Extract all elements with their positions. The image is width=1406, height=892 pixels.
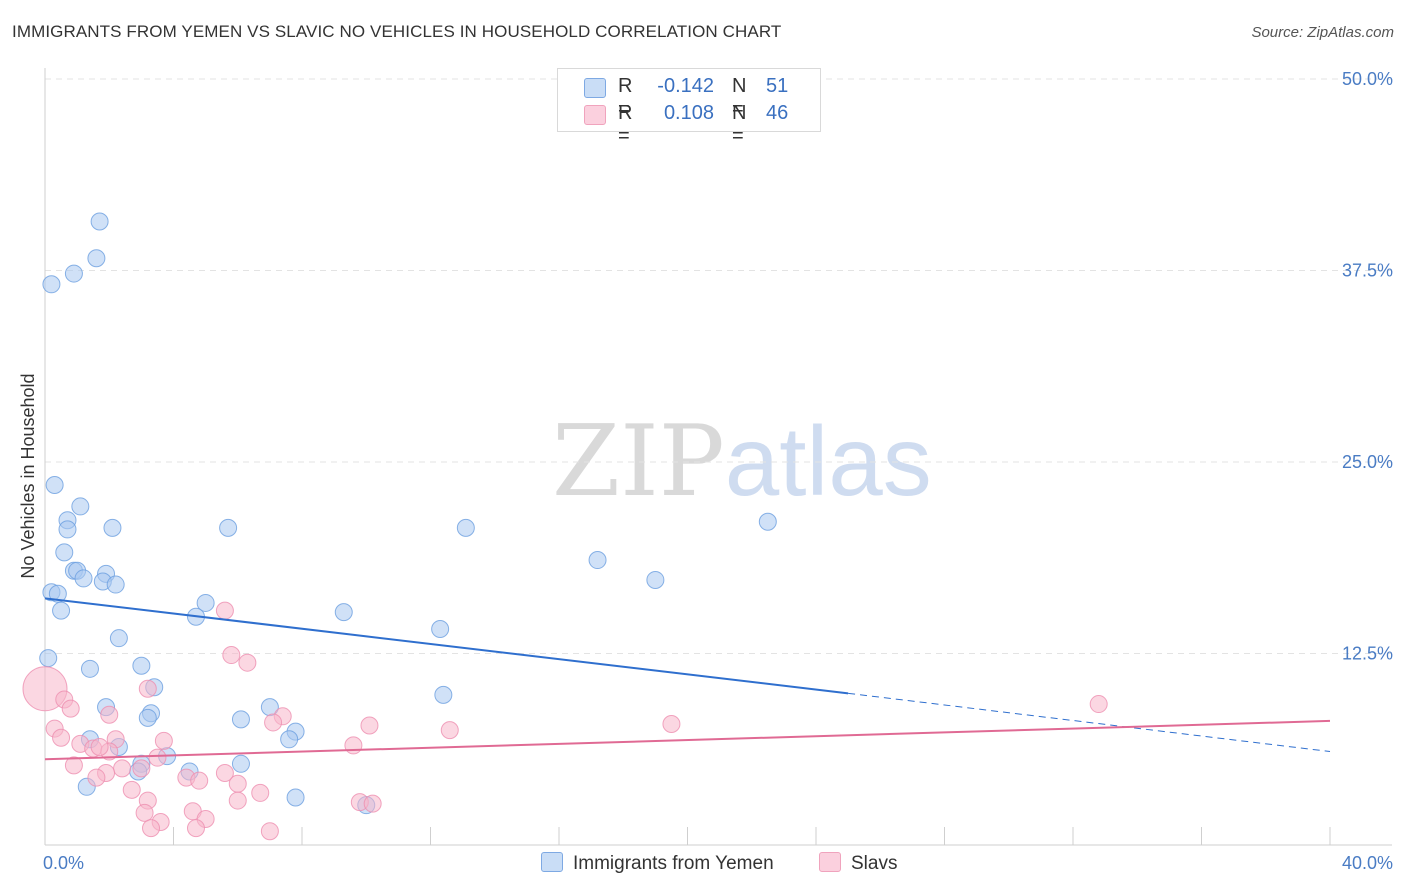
slavs-trend-line: [44, 719, 1331, 761]
bottom-legend-swatch-slavs: [819, 852, 841, 872]
slavs-point: [440, 721, 459, 740]
bottom-legend-label-slavs: Slavs: [851, 853, 898, 874]
slavs-point: [138, 679, 157, 698]
slavs-point: [186, 819, 205, 838]
yemen-point: [80, 659, 99, 678]
yemen-point: [55, 543, 74, 562]
slavs-point: [344, 736, 363, 755]
slavs-point: [215, 601, 234, 620]
y-axis-title: No Vehicles in Household: [18, 373, 38, 578]
yemen-point: [646, 570, 665, 589]
legend-n-value: 46: [766, 102, 789, 124]
yemen-point: [434, 685, 453, 704]
watermark: ZIPatlas: [552, 405, 932, 519]
slavs-point: [154, 731, 173, 750]
yemen-point: [588, 551, 607, 570]
slavs-point: [135, 803, 154, 822]
yemen-point: [58, 520, 77, 539]
yemen-point: [42, 275, 61, 294]
slavs-point: [264, 713, 283, 732]
y-tick-label: 25.0%: [1342, 452, 1393, 472]
bottom-legend-label-yemen: Immigrants from Yemen: [573, 853, 774, 874]
slavs-point: [260, 822, 279, 841]
yemen-trend-extension: [848, 692, 1331, 753]
legend-r-value: 0.108: [663, 102, 714, 124]
slavs-point: [113, 759, 132, 778]
slavs-point: [142, 819, 161, 838]
yemen-point: [286, 788, 305, 807]
slavs-point: [100, 705, 119, 724]
yemen-point: [231, 710, 250, 729]
x-tick-label: 0.0%: [43, 853, 84, 873]
yemen-point: [45, 475, 64, 494]
slavs-point: [251, 783, 270, 802]
slavs-point: [1089, 695, 1108, 714]
yemen-point: [109, 629, 128, 648]
slavs-point: [222, 646, 241, 665]
yemen-point: [106, 575, 125, 594]
yemen-point: [431, 619, 450, 638]
slavs-point: [132, 759, 151, 778]
y-tick-label: 50.0%: [1342, 69, 1393, 89]
yemen-point: [334, 603, 353, 622]
slavs-point: [360, 716, 379, 735]
yemen-point: [196, 593, 215, 612]
yemen-point: [758, 512, 777, 531]
legend-n-label: N =: [732, 102, 747, 147]
slavs-point: [228, 791, 247, 810]
yemen-point: [39, 649, 58, 668]
slavs-point: [122, 780, 141, 799]
chart-title: IMMIGRANTS FROM YEMEN VS SLAVIC NO VEHIC…: [12, 22, 782, 41]
slavs-point: [363, 794, 382, 813]
yemen-point: [90, 212, 109, 231]
yemen-point: [132, 656, 151, 675]
yemen-point: [231, 754, 250, 773]
yemen-point: [456, 518, 475, 537]
bottom-legend-yemen: Immigrants from Yemen: [541, 852, 774, 875]
slavs-point: [215, 763, 234, 782]
legend-swatch-yemen: [584, 78, 606, 98]
bottom-legend-swatch-yemen: [541, 852, 563, 872]
yemen-trend-line: [44, 597, 849, 695]
watermark-atlas: atlas: [724, 406, 932, 516]
yemen-point: [103, 518, 122, 537]
x-tick-label: 40.0%: [1342, 853, 1393, 873]
slavs-point: [228, 774, 247, 793]
y-tick-label: 37.5%: [1342, 261, 1393, 281]
y-tick-label: 12.5%: [1342, 644, 1393, 664]
slavs-point: [90, 737, 109, 756]
slavs-point: [61, 699, 80, 718]
legend-swatch-slavs: [584, 105, 606, 125]
yemen-point: [280, 730, 299, 749]
legend-r-label: R =: [618, 102, 633, 147]
slavs-point: [87, 768, 106, 787]
bottom-legend-slavs: Slavs: [819, 852, 897, 875]
legend-r-label: R =: [618, 75, 633, 120]
legend-n-label: N =: [732, 75, 747, 120]
yemen-point: [64, 264, 83, 283]
yemen-point: [71, 497, 90, 516]
slavs-point: [52, 728, 71, 747]
yemen-point: [87, 249, 106, 268]
slavs-point: [190, 771, 209, 790]
source-label: Source: ZipAtlas.com: [1251, 24, 1394, 41]
slavs-point: [64, 756, 83, 775]
yemen-point: [219, 518, 238, 537]
yemen-point: [138, 708, 157, 727]
slavs-point: [238, 653, 257, 672]
slavs-point: [662, 714, 681, 733]
legend-n-value: 51: [766, 75, 789, 97]
legend-r-value: -0.142: [657, 75, 714, 97]
yemen-point: [74, 569, 93, 588]
slavs-point: [148, 748, 167, 767]
legend: R = -0.142 N = 51 R = 0.108 N = 46: [557, 68, 821, 147]
yemen-point: [52, 601, 71, 620]
